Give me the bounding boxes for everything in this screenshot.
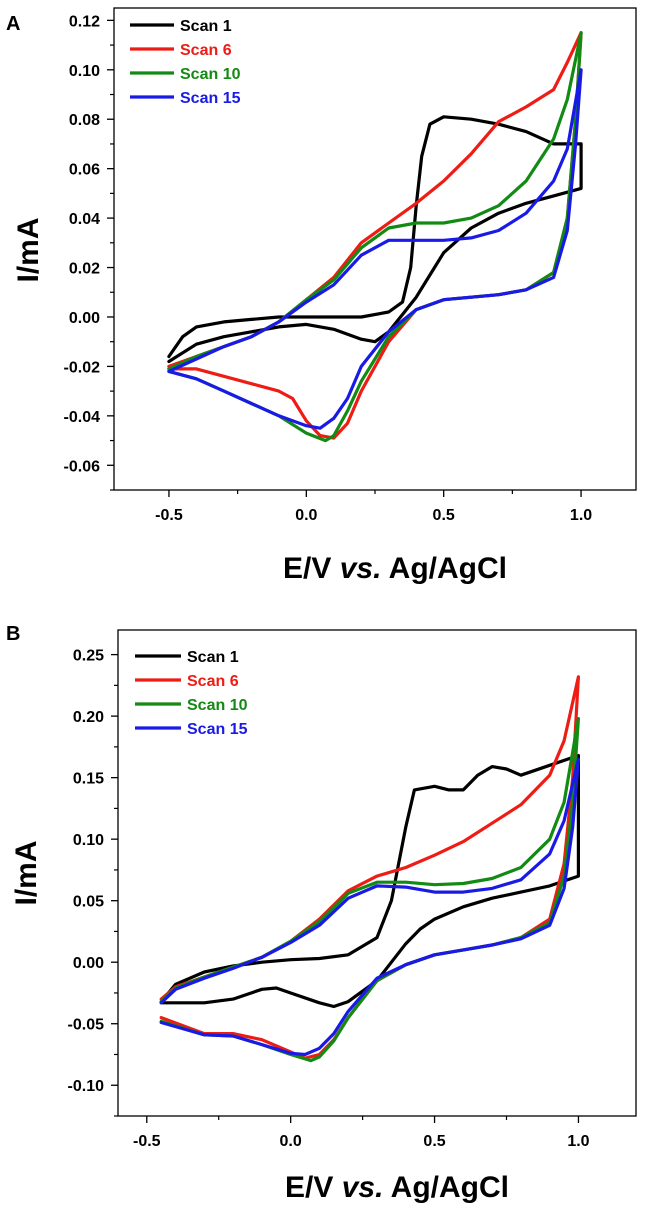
y-tick-label: 0.00 — [69, 310, 100, 327]
x-axis-label: E/V vs. Ag/AgCl — [285, 1171, 509, 1204]
legend-label: Scan 15 — [180, 90, 241, 107]
x-tick-label: -0.5 — [155, 507, 183, 524]
legend-label: Scan 1 — [187, 649, 239, 666]
legend-label: Scan 6 — [180, 42, 232, 59]
y-tick-label: -0.10 — [68, 1078, 105, 1095]
series-line-scan-15 — [159, 757, 580, 1057]
y-tick-label: 0.12 — [69, 13, 100, 30]
x-tick-label: -0.5 — [133, 1133, 161, 1150]
x-axis-label-part: Ag/AgCl — [383, 1171, 509, 1204]
y-tick-label: -0.02 — [64, 359, 101, 376]
chart-panel-b: -0.5 0.0 0.5 1.0 -0.10 -0.05 0.00 0.05 0.10 0.15 0… — [6, 623, 637, 1204]
x-tick-label: 0.5 — [433, 507, 455, 524]
x-axis-label-italic: vs. — [342, 1171, 384, 1204]
x-axis-label-part: E/V — [285, 1171, 342, 1204]
y-tick-label: 0.10 — [73, 832, 104, 849]
y-tick-label: 0.05 — [73, 894, 104, 911]
y-tick-label: 0.15 — [73, 771, 104, 788]
x-axis-label-part: E/V — [283, 552, 340, 585]
x-tick-label: 1.0 — [567, 1133, 589, 1150]
y-tick-label: -0.06 — [64, 458, 101, 475]
y-tick-label: -0.05 — [68, 1017, 105, 1034]
x-axis-label-italic: vs. — [340, 552, 382, 585]
x-axis-label-part: Ag/AgCl — [381, 552, 507, 585]
y-tick-label: 0.00 — [73, 955, 104, 972]
legend-label: Scan 10 — [187, 697, 248, 714]
legend: Scan 1 Scan 6 Scan 10 Scan 15 — [135, 649, 248, 738]
x-tick-label: 0.0 — [295, 507, 317, 524]
chart-panel-a: -0.5 0.0 0.5 1.0 -0.06 -0.04 -0.02 0.00 0.02 0.04… — [6, 7, 637, 585]
y-tick-label: 0.08 — [69, 112, 100, 129]
x-axis-label: E/V vs. Ag/AgCl — [283, 552, 507, 585]
y-tick-label: 0.02 — [69, 261, 100, 278]
legend-label: Scan 6 — [187, 673, 239, 690]
x-tick-label: 0.0 — [280, 1133, 302, 1150]
x-tick-label: 0.5 — [423, 1133, 445, 1150]
y-tick-label: 0.20 — [73, 709, 104, 726]
y-tick-label: 0.10 — [69, 63, 100, 80]
series-line-scan-10 — [159, 717, 580, 1063]
series-line-scan-10 — [167, 31, 583, 443]
y-axis-label: I/mA — [10, 840, 43, 905]
series-line-scan-1 — [159, 753, 580, 1009]
y-tick-label: 0.04 — [69, 211, 100, 228]
legend: Scan 1 Scan 6 Scan 10 Scan 15 — [130, 18, 241, 107]
series-line-scan-15 — [167, 68, 583, 430]
y-tick-label: 0.25 — [73, 648, 104, 665]
panel-label: A — [6, 13, 20, 35]
legend-label: Scan 10 — [180, 66, 241, 83]
x-tick-label: 1.0 — [570, 507, 592, 524]
panel-label: B — [6, 623, 20, 645]
legend-label: Scan 1 — [180, 18, 232, 35]
legend-label: Scan 15 — [187, 721, 248, 738]
y-axis-label: I/mA — [12, 217, 45, 282]
plot-frame — [117, 629, 637, 1117]
y-tick-label: 0.06 — [69, 162, 100, 179]
y-tick-label: -0.04 — [64, 409, 101, 426]
